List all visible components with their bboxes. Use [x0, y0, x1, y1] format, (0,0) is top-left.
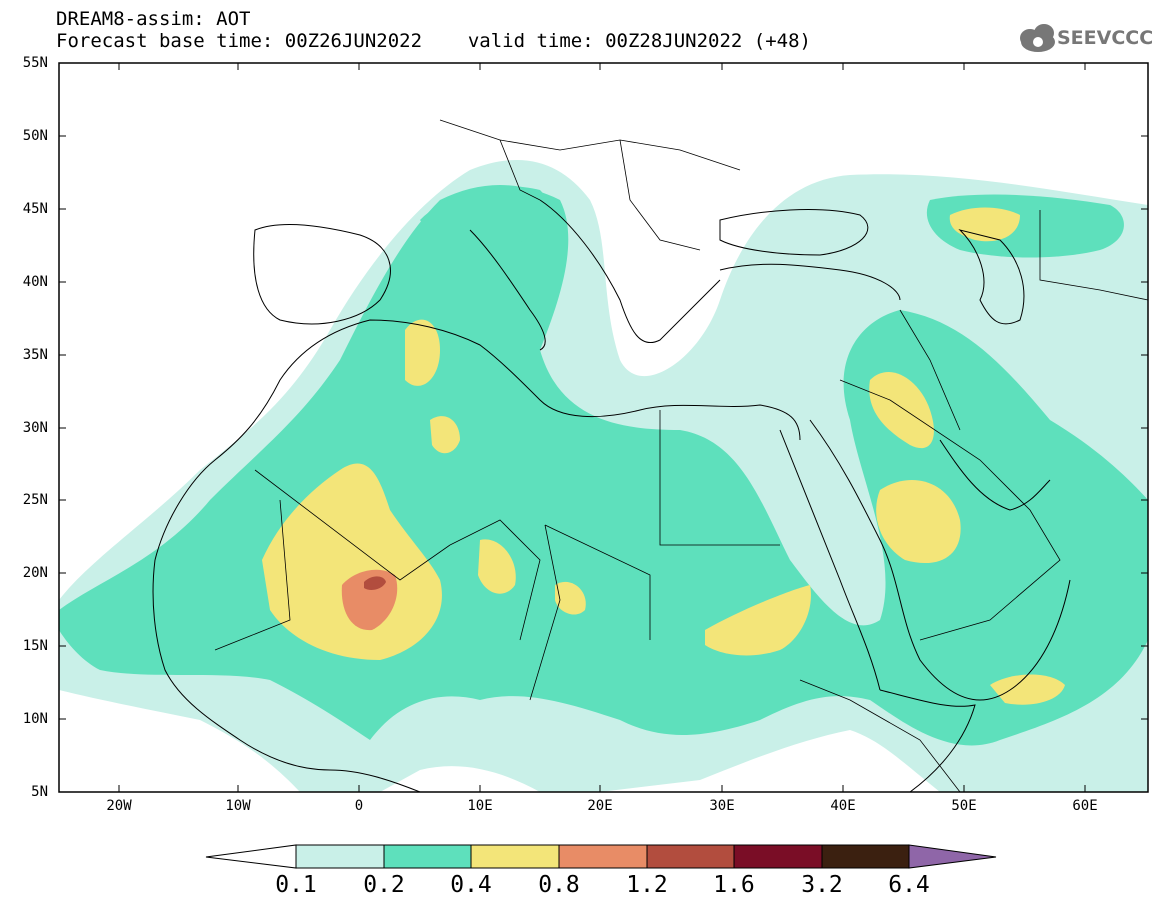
border-europe-c [619, 139, 701, 251]
border-europe-a [439, 119, 741, 171]
colorbar-low-arrow [205, 844, 297, 869]
border-europe-b [499, 139, 541, 201]
colorbar-label: 0.4 [450, 872, 492, 898]
lon-label: 30E [709, 798, 735, 814]
cloud-icon [1020, 24, 1055, 52]
aot-band-0.4-d [705, 585, 811, 656]
lon-label: 0 [354, 798, 364, 814]
colorbar-label: 1.6 [713, 872, 755, 898]
lon-label: 20E [587, 798, 613, 814]
border-libya-egypt [659, 410, 780, 546]
aot-band-0.4-f [876, 480, 961, 564]
lat-label: 25N [22, 492, 48, 508]
border-libya-sudan [544, 524, 651, 640]
lat-label: 35N [22, 347, 48, 363]
border-saudi [839, 379, 1061, 641]
coast-north-africa [154, 319, 801, 561]
country-borders [214, 119, 1148, 792]
coast-black-sea [719, 209, 869, 256]
colorbar-label: 0.2 [363, 872, 405, 898]
aot-band-1.2 [364, 576, 386, 590]
coast-anatolia [719, 263, 901, 301]
map-title: DREAM8-assim: AOT [56, 8, 251, 30]
border-niger-chad [449, 519, 541, 641]
coast-italy [469, 229, 546, 351]
aot-band-0.4-sahara [262, 463, 442, 660]
colorbar-swatch-6 [733, 844, 823, 869]
aot-band-0.4-a [405, 319, 440, 386]
aot-band-0.4-h [990, 674, 1065, 705]
map-ticks [59, 63, 1148, 792]
coast-balkans-greece [539, 199, 721, 343]
coast-red-sea [779, 429, 881, 691]
aot-band-0.4-i [430, 416, 460, 454]
colorbar-high-arrow [908, 844, 997, 869]
border-ethiopia [799, 679, 961, 792]
aot-band-0.4-g [949, 207, 1020, 242]
lon-label: 60E [1072, 798, 1098, 814]
colorbar-label: 6.4 [888, 872, 930, 898]
lat-label: 55N [22, 55, 48, 71]
lat-label: 40N [22, 274, 48, 290]
lon-label: 10W [225, 798, 251, 814]
colorbar-swatch-2 [383, 844, 472, 869]
colorbar-swatch-4 [558, 844, 648, 869]
forecast-times: Forecast base time: 00Z26JUN2022 valid t… [56, 30, 811, 52]
aot-band-0.4-b [478, 539, 516, 594]
lat-label: 50N [22, 128, 48, 144]
colorbar-label: 0.8 [538, 872, 580, 898]
valid-time: valid time: 00Z28JUN2022 (+48) [467, 30, 811, 52]
lon-label: 50E [951, 798, 977, 814]
base-time: Forecast base time: 00Z26JUN2022 [56, 30, 423, 52]
border-algeria-mali [254, 469, 451, 581]
aot-band-0.4-c [555, 581, 586, 615]
colorbar-swatch-7 [821, 844, 910, 869]
border-mauritania-mali [214, 499, 291, 651]
lon-label: 40E [830, 798, 856, 814]
border-kazakh [1039, 210, 1148, 301]
coast-west-africa [152, 559, 421, 792]
coast-caspian [958, 229, 1025, 325]
colorbar-swatch-5 [646, 844, 735, 869]
lon-label: 10E [467, 798, 493, 814]
aot-band-0.2-med [420, 186, 548, 254]
colorbar-label: 0.1 [275, 872, 317, 898]
colorbar-swatch-3 [470, 844, 560, 869]
colorbar [205, 844, 997, 869]
lat-label: 20N [22, 565, 48, 581]
lat-label: 15N [22, 638, 48, 654]
lat-label: 10N [22, 711, 48, 727]
map-frame [58, 62, 1149, 793]
border-iran-iraq [899, 309, 961, 431]
border-sudan-chad [529, 524, 561, 701]
lat-label: 30N [22, 420, 48, 436]
coastlines [152, 199, 1071, 792]
lat-label: 45N [22, 201, 48, 217]
logo-text: SEEVCCC [1057, 27, 1154, 49]
colorbar-swatch-1 [295, 844, 385, 869]
coast-horn [879, 689, 976, 792]
coast-gulf [939, 439, 1051, 511]
aot-band-0.4-e [869, 371, 934, 449]
lon-label: 20W [106, 798, 132, 814]
coast-iberia [253, 224, 391, 325]
colorbar-label: 1.2 [626, 872, 668, 898]
colorbar-label: 3.2 [801, 872, 843, 898]
aot-field [59, 160, 1148, 792]
lat-label: 5N [31, 784, 48, 800]
coast-arabia [809, 419, 1071, 701]
